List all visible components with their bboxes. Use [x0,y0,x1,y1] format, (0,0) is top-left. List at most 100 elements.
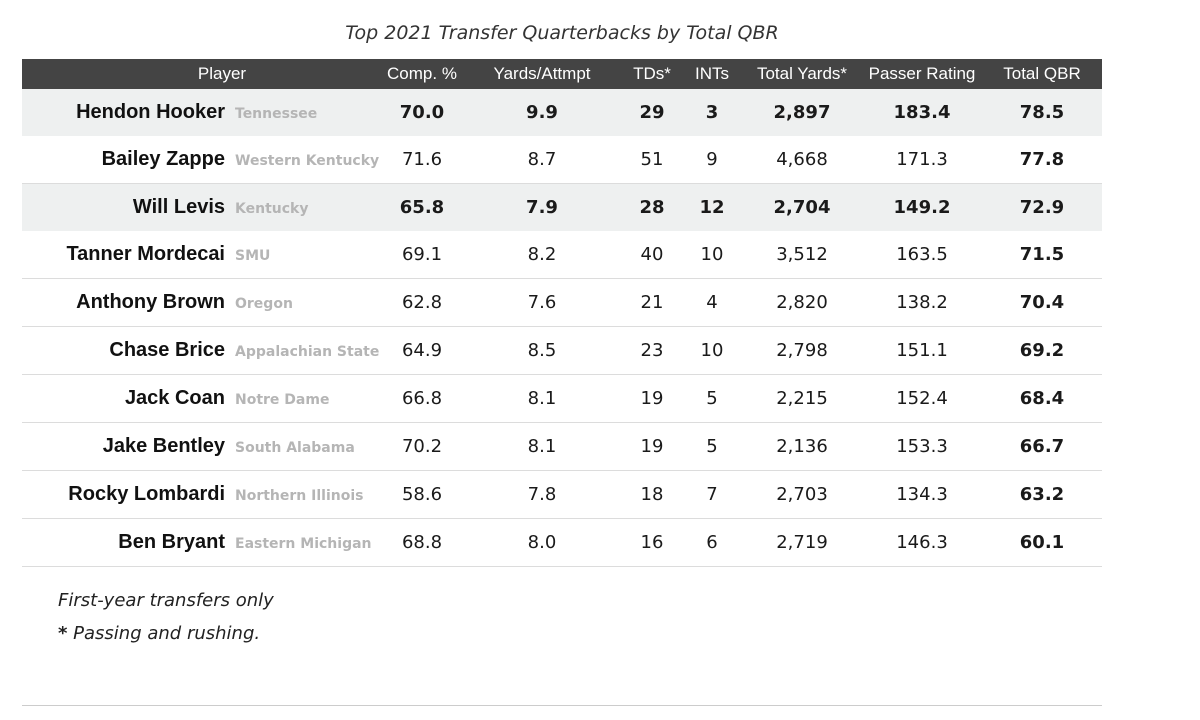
cell-total-qbr: 72.9 [982,183,1102,231]
cell-total-yards: 2,820 [742,278,862,327]
cell-passer-rating: 163.5 [862,231,982,279]
cell-ints: 5 [682,422,742,471]
column-header: Yards/Attmpt [462,59,622,89]
cell-total-qbr: 78.5 [982,89,1102,136]
cell-passer-rating: 152.4 [862,374,982,423]
cell-ints: 12 [682,183,742,231]
footnote-transfers: First-year transfers only [58,590,274,611]
cell-ints: 4 [682,278,742,327]
cell-ints: 3 [682,89,742,136]
player-name: Jake Bentley [102,435,225,457]
cell-ints: 10 [682,231,742,279]
player-school: Appalachian State [235,344,380,360]
cell-total-yards: 2,719 [742,518,862,567]
player-name: Anthony Brown [76,291,225,313]
table-row: Tanner Mordecai SMU 69.1 8.2 40 10 3,512 163.5 7… [22,231,1102,279]
player-school: Eastern Michigan [235,536,372,552]
cell-ints: 10 [682,326,742,375]
cell-yards-per-attempt: 8.2 [462,231,622,279]
column-header: INTs [682,59,742,89]
cell-yards-per-attempt: 7.9 [462,183,622,231]
cell-tds: 19 [622,422,682,471]
cell-passer-rating: 151.1 [862,326,982,375]
cell-total-yards: 2,798 [742,326,862,375]
cell-comp-pct: 69.1 [382,231,462,279]
table-body: Hendon Hooker Tennessee 70.0 9.9 29 3 2,897 183… [22,89,1102,567]
cell-player: Chase Brice Appalachian State [22,326,382,375]
table-row: Jake Bentley South Alabama 70.2 8.1 19 5 2,136… [22,422,1102,471]
cell-total-yards: 2,704 [742,183,862,231]
cell-comp-pct: 70.0 [382,89,462,136]
cell-yards-per-attempt: 8.1 [462,422,622,471]
player-name: Will Levis [132,196,225,218]
cell-player: Jack Coan Notre Dame [22,374,382,423]
cell-player: Anthony Brown Oregon [22,278,382,327]
player-name: Chase Brice [109,339,225,361]
cell-total-qbr: 60.1 [982,518,1102,567]
table-row: Bailey Zappe Western Kentucky 71.6 8.7 51 9 4,… [22,136,1102,184]
cell-total-yards: 2,897 [742,89,862,136]
cell-total-qbr: 77.8 [982,136,1102,184]
cell-total-qbr: 70.4 [982,278,1102,327]
cell-tds: 21 [622,278,682,327]
cell-tds: 19 [622,374,682,423]
cell-total-qbr: 68.4 [982,374,1102,423]
cell-player: Jake Bentley South Alabama [22,422,382,471]
cell-total-yards: 3,512 [742,231,862,279]
cell-comp-pct: 71.6 [382,136,462,184]
cell-total-yards: 4,668 [742,136,862,184]
cell-tds: 23 [622,326,682,375]
cell-passer-rating: 153.3 [862,422,982,471]
table-row: Hendon Hooker Tennessee 70.0 9.9 29 3 2,897 183… [22,89,1102,136]
cell-total-qbr: 63.2 [982,470,1102,519]
footnote-passing-rushing: * Passing and rushing. [58,623,274,644]
column-header: Player [22,59,382,89]
footnote-text: Passing and rushing. [73,623,261,644]
player-school: Northern Illinois [235,488,364,504]
cell-comp-pct: 70.2 [382,422,462,471]
cell-tds: 18 [622,470,682,519]
footnotes: First-year transfers only * Passing and … [58,590,274,656]
cell-player: Bailey Zappe Western Kentucky [22,136,382,184]
cell-ints: 5 [682,374,742,423]
table-row: Will Levis Kentucky 65.8 7.9 28 12 2,704 149.2 7… [22,183,1102,231]
column-header: Total QBR [982,59,1102,89]
cell-tds: 40 [622,231,682,279]
bottom-divider [22,705,1102,706]
cell-comp-pct: 65.8 [382,183,462,231]
column-header: Passer Rating [862,59,982,89]
cell-total-yards: 2,136 [742,422,862,471]
table-row: Rocky Lombardi Northern Illinois 58.6 7.8 18… [22,470,1102,519]
cell-passer-rating: 134.3 [862,470,982,519]
player-school: Western Kentucky [235,153,380,169]
cell-ints: 7 [682,470,742,519]
player-name: Ben Bryant [118,531,225,553]
cell-yards-per-attempt: 8.1 [462,374,622,423]
cell-total-yards: 2,215 [742,374,862,423]
cell-comp-pct: 58.6 [382,470,462,519]
player-school: Notre Dame [235,392,330,408]
cell-ints: 9 [682,136,742,184]
player-school: Kentucky [235,201,309,217]
cell-yards-per-attempt: 8.5 [462,326,622,375]
cell-yards-per-attempt: 8.7 [462,136,622,184]
cell-comp-pct: 64.9 [382,326,462,375]
player-school: Tennessee [235,106,318,122]
cell-passer-rating: 149.2 [862,183,982,231]
table-row: Anthony Brown Oregon 62.8 7.6 21 4 2,820 138.2 7… [22,278,1102,327]
cell-comp-pct: 68.8 [382,518,462,567]
cell-passer-rating: 183.4 [862,89,982,136]
cell-yards-per-attempt: 7.8 [462,470,622,519]
player-name: Bailey Zappe [101,148,225,170]
footnote-marker: * [58,623,68,644]
player-school: South Alabama [235,440,355,456]
cell-player: Ben Bryant Eastern Michigan [22,518,382,567]
cell-tds: 29 [622,89,682,136]
cell-total-qbr: 66.7 [982,422,1102,471]
cell-total-yards: 2,703 [742,470,862,519]
player-name: Hendon Hooker [76,101,225,123]
cell-passer-rating: 171.3 [862,136,982,184]
player-school: SMU [235,248,271,264]
cell-player: Tanner Mordecai SMU [22,231,382,279]
cell-yards-per-attempt: 8.0 [462,518,622,567]
